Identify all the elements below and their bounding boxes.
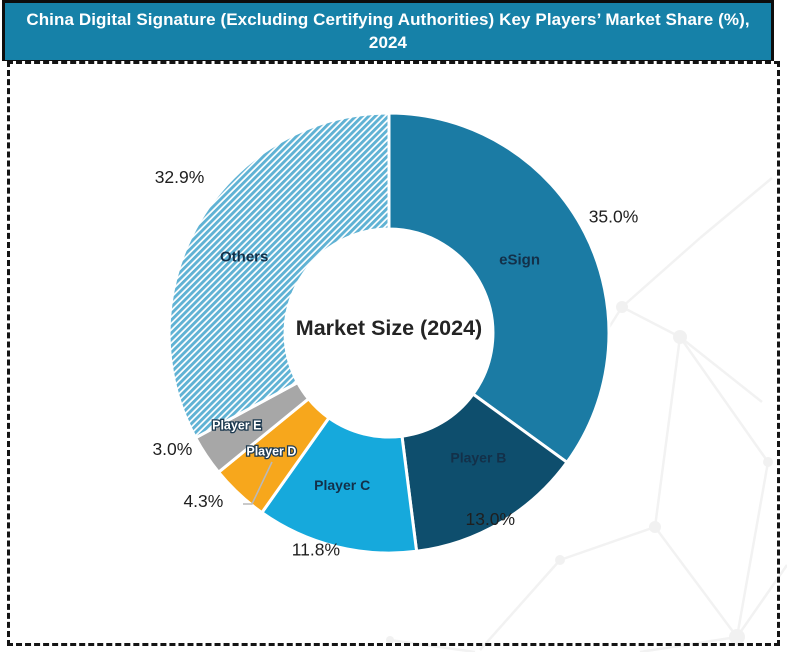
chart-title: China Digital Signature (Excluding Certi… bbox=[26, 10, 750, 52]
center-label: Market Size (2024) bbox=[296, 316, 482, 340]
donut-slices bbox=[167, 111, 611, 555]
leader-line-player-d bbox=[243, 461, 273, 505]
value-label-player-b: 13.0% bbox=[465, 509, 515, 529]
title-banner: China Digital Signature (Excluding Certi… bbox=[2, 0, 774, 61]
slice-label-player-e: Player E bbox=[212, 419, 261, 433]
value-label-player-c: 11.8% bbox=[292, 540, 340, 560]
slice-label-player-c: Player C bbox=[314, 477, 370, 493]
value-label-player-d: 4.3% bbox=[183, 491, 223, 511]
slice-label-esign: eSign bbox=[499, 251, 540, 268]
slice-label-others: Others bbox=[220, 249, 268, 266]
donut-labels: eSign 35.0% Player B 13.0% Player C 11.8% Play… bbox=[152, 167, 638, 560]
slice-player-b bbox=[400, 392, 569, 553]
donut-chart: eSign 35.0% Player B 13.0% Player C 11.8% Play… bbox=[152, 111, 787, 652]
plexus-watermark bbox=[386, 177, 787, 652]
slice-esign bbox=[387, 111, 611, 464]
slice-label-player-b: Player B bbox=[450, 450, 506, 466]
slice-others bbox=[167, 111, 391, 440]
slice-label-player-d: Player D bbox=[246, 445, 296, 459]
value-label-player-e: 3.0% bbox=[152, 439, 192, 459]
value-label-esign: 35.0% bbox=[589, 207, 639, 227]
value-label-others: 32.9% bbox=[155, 167, 205, 187]
